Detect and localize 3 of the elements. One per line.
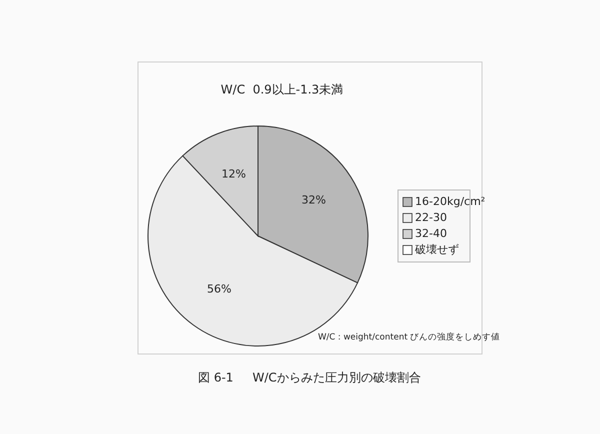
annotation: 図 6-1 W/Cからみた圧力別の破壊割合 — [198, 370, 421, 384]
title: W/C 0.9以上-1.3未満 — [220, 82, 344, 96]
annotation: W/C : weight/content びんの強度をしめす値 — [318, 332, 500, 342]
